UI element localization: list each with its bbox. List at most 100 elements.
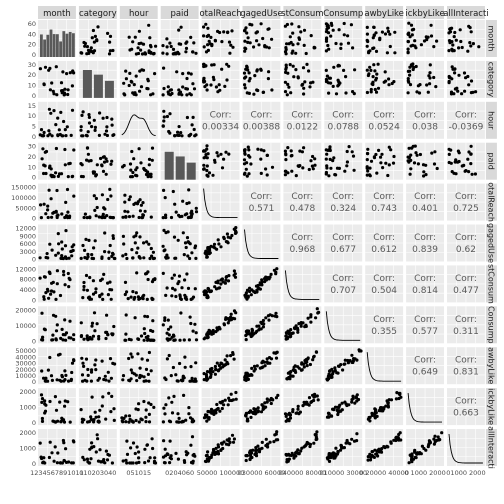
data-point [71, 174, 75, 178]
data-point [245, 419, 249, 423]
data-point [260, 361, 264, 365]
data-point [467, 83, 471, 87]
correlation-value: 0.00334 [202, 122, 239, 132]
data-point [458, 28, 462, 32]
data-point [287, 453, 291, 457]
data-point [174, 294, 178, 299]
data-point [177, 274, 182, 278]
data-point [457, 73, 461, 77]
data-point [104, 157, 108, 161]
data-point [243, 49, 247, 53]
data-point [63, 163, 67, 167]
data-point [63, 244, 68, 248]
data-point [276, 393, 280, 397]
data-point [170, 294, 174, 298]
data-point [151, 250, 155, 254]
data-point [162, 86, 166, 91]
data-point [169, 325, 173, 329]
data-point [463, 89, 467, 93]
data-point [141, 213, 145, 217]
data-point [329, 414, 333, 418]
data-point [274, 272, 278, 276]
data-point [162, 406, 166, 410]
data-point [129, 446, 133, 450]
data-point [101, 155, 105, 159]
data-point [133, 241, 137, 245]
data-point [185, 115, 189, 120]
data-point [152, 405, 156, 409]
data-point [259, 148, 263, 152]
data-point [438, 438, 442, 442]
data-point [260, 440, 264, 444]
data-point [207, 332, 211, 336]
data-point [56, 213, 60, 217]
data-point [122, 163, 126, 168]
data-point [63, 399, 67, 403]
data-point [324, 157, 328, 161]
data-point [43, 399, 47, 403]
data-point [146, 277, 150, 282]
data-point [177, 28, 181, 32]
data-point [72, 358, 76, 362]
data-point [63, 87, 67, 91]
data-point [263, 280, 267, 284]
histogram-bar [43, 39, 46, 57]
data-point [163, 248, 167, 252]
data-point [130, 149, 134, 154]
data-point [108, 34, 113, 39]
data-point [85, 216, 89, 220]
data-point [312, 441, 316, 445]
data-point [185, 272, 189, 276]
data-point [190, 417, 194, 421]
row-strip-label: otalReach [486, 182, 495, 222]
data-point [168, 112, 172, 116]
data-point [462, 71, 467, 75]
data-point [124, 77, 128, 81]
data-point [255, 324, 259, 328]
data-point [406, 39, 410, 44]
data-point [206, 152, 210, 156]
data-point [215, 361, 219, 365]
data-point [262, 407, 266, 411]
histogram-bar [164, 151, 174, 180]
data-point [217, 364, 221, 368]
data-point [257, 43, 261, 47]
data-point [39, 455, 43, 459]
data-point [63, 404, 67, 408]
data-point [284, 152, 288, 156]
data-point [90, 324, 94, 328]
column-strip-clickedbyLike [406, 6, 444, 19]
correlation-value: 0.478 [289, 204, 315, 214]
data-point [52, 92, 56, 96]
data-point [314, 316, 318, 320]
data-point [103, 374, 107, 378]
data-point [171, 52, 175, 56]
data-point [145, 358, 150, 362]
column-strip-label: ickbyLike [405, 9, 444, 19]
data-point [165, 452, 169, 456]
data-point [252, 364, 257, 368]
data-point [185, 76, 189, 81]
data-point [339, 443, 343, 447]
data-point [325, 74, 329, 78]
correlation-value: 0.401 [412, 204, 438, 214]
data-point [406, 79, 410, 83]
data-point [383, 70, 387, 74]
data-point [418, 152, 422, 157]
y-tick-label: 0 [32, 419, 36, 427]
data-point [202, 45, 206, 49]
data-point [52, 459, 56, 463]
data-point [191, 82, 195, 86]
data-point [433, 150, 437, 154]
data-point [466, 49, 470, 53]
data-point [144, 408, 148, 412]
data-point [44, 149, 49, 154]
data-point [131, 214, 135, 218]
data-point [451, 49, 455, 53]
data-point [338, 403, 342, 407]
data-point [365, 166, 369, 170]
data-point [81, 296, 85, 300]
data-point [261, 318, 265, 323]
data-point [162, 66, 166, 70]
data-point [262, 149, 266, 153]
